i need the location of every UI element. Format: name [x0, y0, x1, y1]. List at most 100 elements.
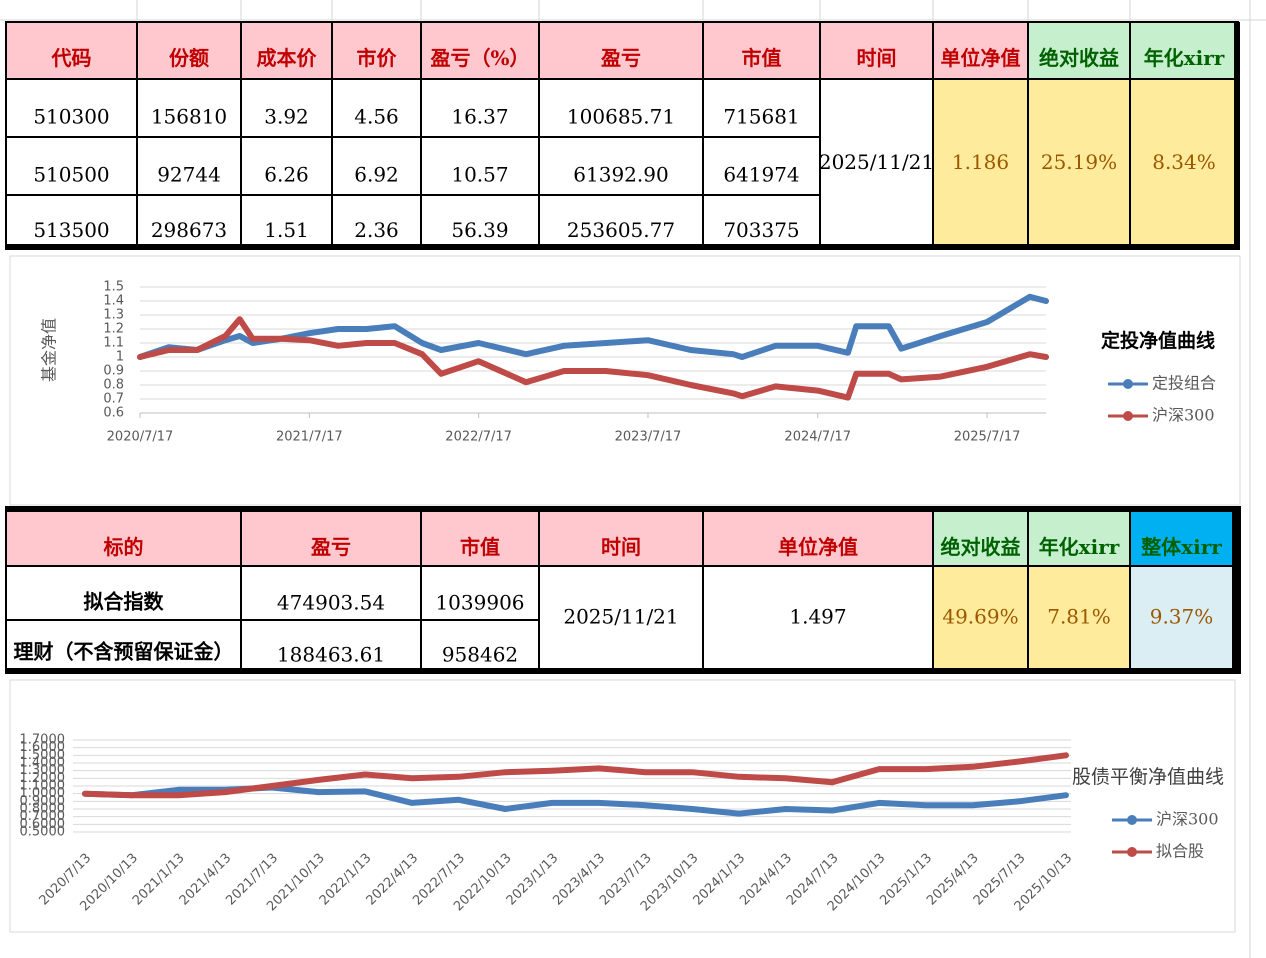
cell-text: 715681: [723, 105, 799, 129]
legend-marker: [1127, 815, 1137, 825]
cell-text: 10.57: [451, 163, 508, 187]
table-cell: [1129, 510, 1234, 567]
cell-text: 56.39: [451, 218, 508, 242]
legend-marker: [1123, 411, 1133, 421]
cell-text: 盈亏: [600, 46, 641, 70]
table-cell: [420, 619, 540, 671]
legend-label: 定投组合: [1152, 374, 1216, 393]
cell-text: 100685.71: [567, 105, 675, 129]
cell-text: 8.34%: [1152, 150, 1216, 174]
y-tick-label: 0.6000: [20, 817, 66, 832]
cell-text: 2.36: [354, 218, 399, 242]
y-tick-label: 0.5000: [20, 825, 66, 840]
cell-text: 1.497: [789, 605, 846, 629]
y-tick-label: 1.7000: [20, 733, 66, 748]
table-cell: [1027, 78, 1131, 249]
y-tick-label: 1.5000: [20, 748, 66, 763]
cell-text: 年化xirr: [1144, 46, 1225, 70]
legend-label: 拟合股: [1156, 842, 1204, 861]
cell-text: 1039906: [435, 591, 524, 615]
cell-text: 单位净值: [941, 46, 1021, 70]
table-cell: [538, 194, 704, 249]
cell-text: 16.37: [451, 105, 508, 129]
y-tick-label: 1.2000: [20, 771, 66, 786]
cell-text: 9.37%: [1150, 605, 1214, 629]
table-cell: [538, 78, 704, 138]
y-tick-label: 1.3: [103, 308, 124, 323]
cell-text: 1.186: [952, 150, 1009, 174]
cell-text: 156810: [151, 105, 227, 129]
table-cell: [538, 21, 704, 80]
y-tick-label: 0.8000: [20, 802, 66, 817]
table-cell: [331, 78, 422, 138]
table-cell: [538, 510, 704, 567]
cell-text: 510300: [33, 105, 109, 129]
cell-text: 6.26: [264, 163, 309, 187]
y-tick-label: 1.4: [103, 294, 124, 309]
cell-text: 4.56: [354, 105, 399, 129]
cell-text: 703375: [723, 218, 799, 242]
cell-text: 25.19%: [1041, 150, 1117, 174]
cell-text: 份额: [169, 46, 209, 70]
cell-text: 2025/11/21: [563, 605, 678, 629]
cell-text: 单位净值: [778, 535, 858, 559]
y-tick-label: 0.9000: [20, 794, 66, 809]
table-cell: [702, 510, 934, 567]
cell-text: 时间: [857, 46, 897, 70]
table-cell: [819, 21, 934, 80]
x-tick-label: 2025/7/17: [954, 430, 1021, 445]
legend-marker: [1127, 847, 1137, 857]
table-cell: [1027, 565, 1131, 671]
table-cell: [240, 21, 333, 80]
x-tick-label: 2023/7/17: [615, 430, 682, 445]
cell-text: 958462: [442, 643, 518, 667]
table-border: [5, 668, 1241, 674]
cell-text: 绝对收益: [941, 535, 1021, 559]
table-cell: [5, 21, 138, 80]
y-tick-label: 1.3000: [20, 763, 66, 778]
table-border: [1233, 506, 1241, 674]
cell-text: 641974: [723, 163, 799, 187]
y-tick-label: 0.8: [103, 378, 124, 393]
y-tick-label: 1: [116, 350, 124, 365]
y-tick-label: 0.7: [103, 392, 124, 407]
cell-text: 绝对收益: [1039, 46, 1119, 70]
chart-area: [9, 255, 1241, 506]
cell-text: 188463.61: [277, 643, 385, 667]
x-tick-label: 2024/7/17: [784, 430, 851, 445]
x-tick-label: 2022/7/17: [445, 430, 512, 445]
table-cell: [702, 136, 821, 196]
table-cell: [932, 78, 1029, 249]
cell-text: 市价: [357, 46, 398, 70]
y-tick-label: 1.0000: [20, 786, 66, 801]
y-tick-label: 1.1: [103, 336, 124, 351]
series-line: [82, 752, 1069, 799]
table-cell: [420, 78, 540, 138]
cell-text: 510500: [33, 163, 109, 187]
cell-text: 盈亏: [310, 535, 351, 559]
cell-text: 298673: [151, 218, 227, 242]
cell-text: 代码: [51, 46, 92, 70]
cell-text: 盈亏（%）: [429, 46, 529, 70]
cell-text: 时间: [601, 535, 641, 559]
table-cell: [5, 194, 138, 249]
table-cell: [932, 21, 1029, 80]
cell-text: 年化xirr: [1039, 535, 1120, 559]
legend-label: 沪深300: [1152, 406, 1215, 425]
table-border: [1234, 22, 1240, 250]
table-cell: [702, 194, 821, 249]
table-cell: [420, 136, 540, 196]
cell-text: 市值: [742, 46, 782, 70]
x-tick-label: 2021/7/17: [276, 430, 343, 445]
table-cell: [538, 565, 704, 671]
table-cell: [5, 136, 138, 196]
cell-text: 474903.54: [277, 591, 385, 615]
y-tick-label: 0.9: [103, 364, 124, 379]
table-cell: [5, 565, 242, 621]
cell-text: 3.92: [264, 105, 309, 129]
cell-text: 2025/11/21: [819, 150, 934, 174]
series-line: [137, 316, 1049, 401]
